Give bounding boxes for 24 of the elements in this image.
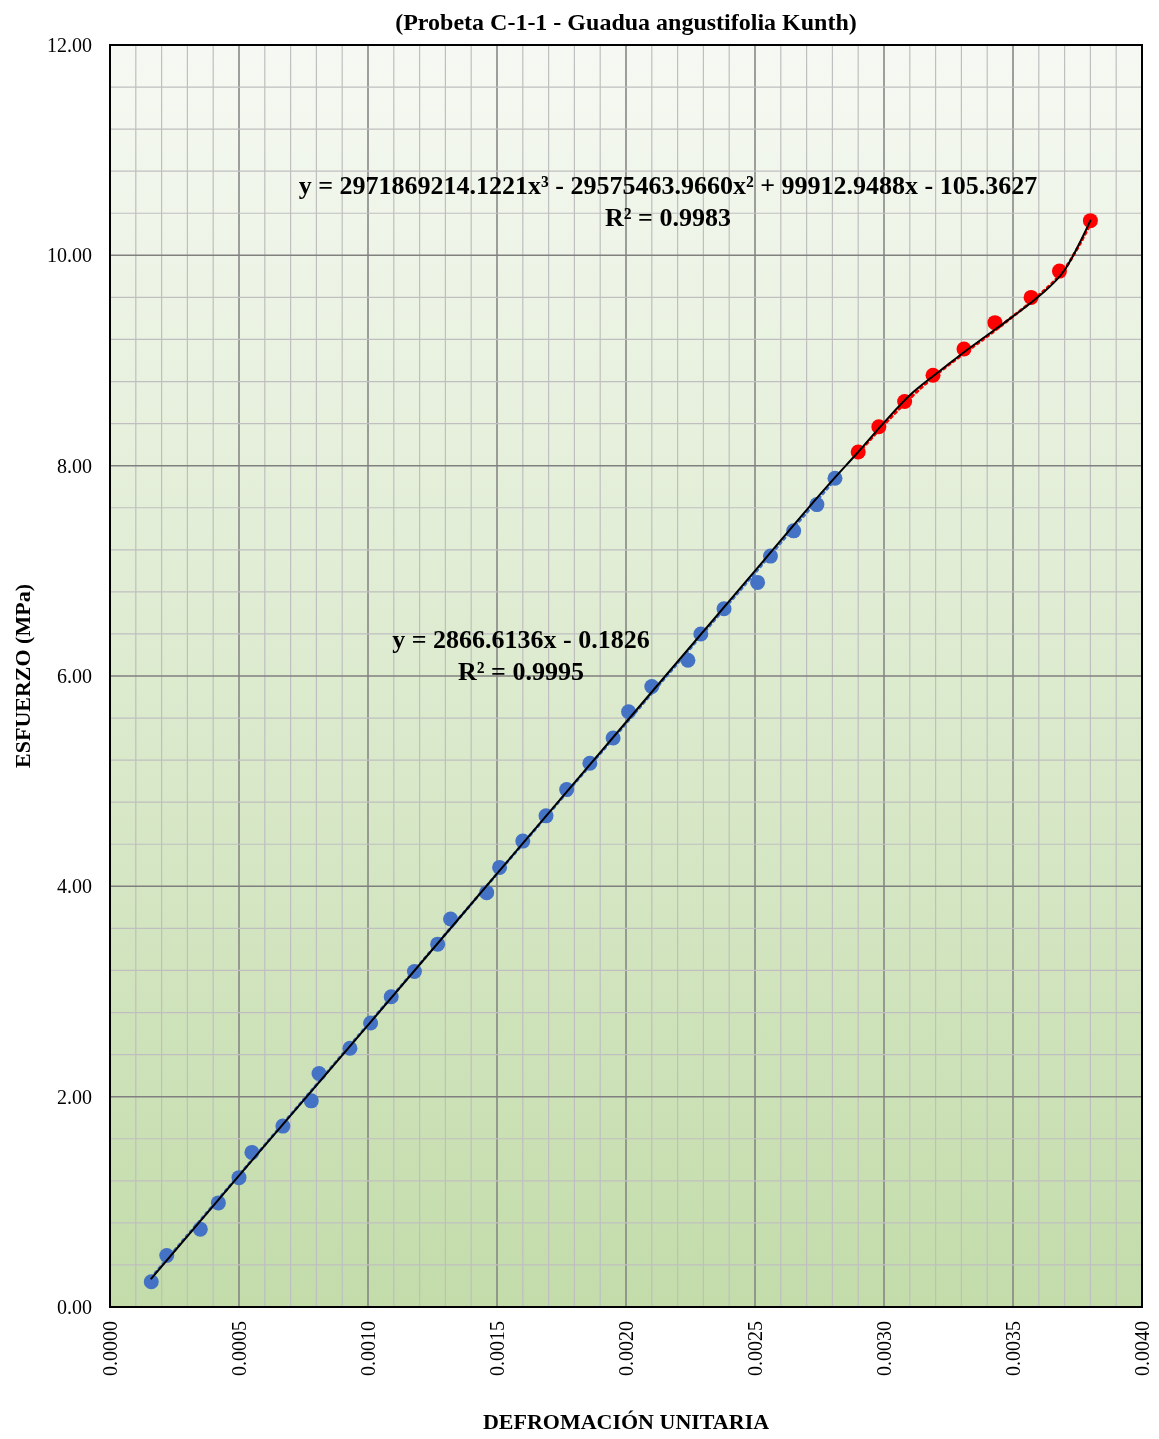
x-tick-label: 0.0025 [744,1321,766,1376]
y-tick-label: 4.00 [57,875,92,898]
x-tick-label: 0.0020 [615,1321,637,1376]
x-axis-title: DEFROMACIÓN UNITARIA [482,1409,770,1434]
x-tick-label: 0.0035 [1002,1321,1024,1376]
x-tick-label: 0.0040 [1131,1321,1153,1376]
y-tick-label: 2.00 [57,1085,92,1108]
x-tick-label: 0.0010 [357,1321,379,1376]
annotation: R² = 0.9995 [458,657,584,686]
x-tick-label: 0.0005 [228,1321,250,1376]
annotation: y = 2971869214.1221x³ - 29575463.9660x² + 99912.9488x - 105.3627 [298,171,1038,200]
annotation: y = 2866.6136x - 0.1826 [392,625,650,654]
x-tick-label: 0.0000 [99,1321,121,1376]
x-tick-label: 0.0015 [486,1321,508,1376]
y-tick-label: 6.00 [57,665,92,687]
y-tick-label: 0.00 [57,1296,92,1318]
annotation: R² = 0.9983 [605,203,731,232]
y-axis-title: ESFUERZO (MPa) [10,584,35,768]
y-tick-label: 12.00 [47,34,92,56]
chart-title: (Probeta C-1-1 - Guadua angustifolia Kunth) [395,9,857,35]
x-tick-label: 0.0030 [873,1321,895,1376]
y-tick-label: 8.00 [57,454,92,477]
point [750,574,766,590]
y-tick-label: 10.00 [47,244,92,267]
